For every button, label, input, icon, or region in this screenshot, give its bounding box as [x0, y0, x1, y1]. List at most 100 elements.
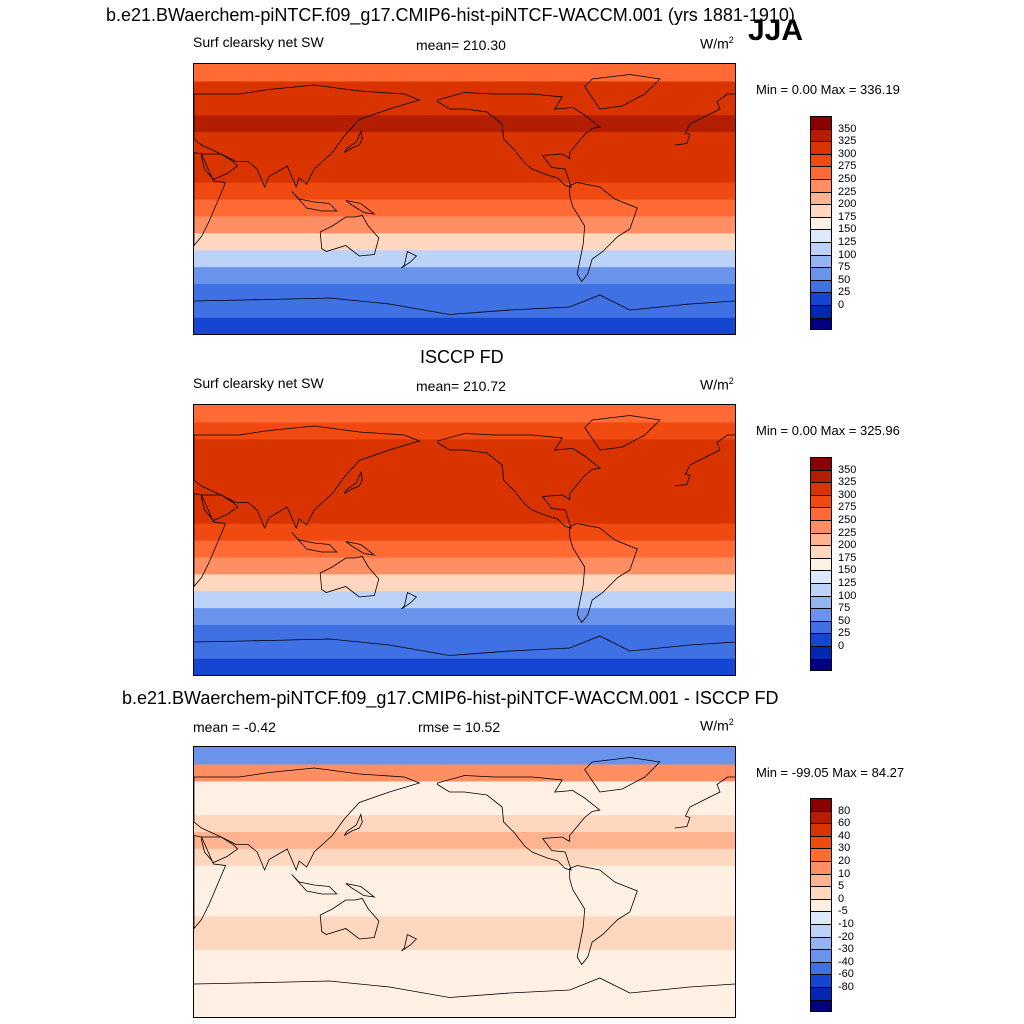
colorbar-segment: [810, 254, 832, 268]
colorbar-tick-label: -30: [838, 943, 854, 956]
colorbar-segment: [810, 570, 832, 583]
field-band: [194, 848, 735, 866]
colorbar-segment: [810, 798, 832, 811]
field-band: [194, 949, 735, 967]
colorbar-tick-label: 300: [838, 488, 857, 501]
colorbar-tick-label: -40: [838, 955, 854, 968]
colorbar-tick-label: 100: [838, 589, 857, 602]
field-band: [194, 80, 735, 99]
panel2-minmax: Min = 0.00 Max = 325.96: [756, 423, 900, 438]
field-band: [194, 831, 735, 849]
coastline: [584, 74, 661, 110]
field-band: [194, 148, 735, 166]
colorbar-segment: [810, 242, 832, 255]
field-band: [194, 523, 735, 541]
coastline: [401, 591, 418, 610]
colorbar-segment: [810, 658, 832, 672]
field-band: [194, 165, 735, 183]
colorbar-tick-label: 5: [838, 880, 845, 893]
colorbar-tick-label: 325: [838, 476, 857, 489]
colorbar-segment: [810, 924, 832, 937]
field-band: [194, 814, 735, 832]
colorbar-segment: [810, 216, 832, 230]
field-band: [194, 182, 735, 200]
colorbar-segment: [810, 267, 832, 280]
colorbar-segment: [810, 545, 832, 558]
colorbar-segment: [810, 128, 832, 142]
field-band: [194, 641, 735, 659]
colorbar-tick-label: 150: [838, 223, 857, 236]
colorbar-segment: [810, 949, 832, 962]
coastline: [345, 883, 376, 898]
coastline: [584, 415, 661, 451]
field-band: [194, 1000, 735, 1017]
panel2-colorbar: 350 325 300 275 250 225 200 175 150 125 100 75 50 25 0: [810, 457, 880, 672]
colorbar-tick-label: 350: [838, 463, 857, 476]
colorbar-tick-label: 25: [838, 627, 851, 640]
field-band: [194, 658, 735, 675]
colorbar-segment: [810, 848, 832, 861]
colorbar-segment: [810, 608, 832, 621]
field-band: [194, 455, 735, 474]
coastline: [343, 471, 363, 494]
field-band: [194, 624, 735, 642]
colorbar-tick-label: -20: [838, 930, 854, 943]
field-band: [194, 780, 735, 799]
field-band: [194, 232, 735, 251]
coastline: [437, 775, 601, 871]
colorbar-border: [810, 798, 832, 1013]
field-band: [194, 573, 735, 592]
colorbar-tick-label: 200: [838, 539, 857, 552]
coastline: [437, 433, 601, 529]
colorbar-tick-label: -5: [838, 905, 848, 918]
field-band: [194, 97, 735, 116]
colorbar-tick-label: 60: [838, 817, 851, 830]
field-band: [194, 472, 735, 490]
coastline: [194, 767, 421, 872]
colorbar-segment: [810, 823, 832, 836]
field-band: [194, 932, 735, 951]
coastline: [291, 532, 338, 553]
colorbar-tick-label: 175: [838, 551, 857, 564]
field-band: [194, 489, 735, 507]
colorbar-segment: [810, 974, 832, 987]
colorbar-segment: [810, 141, 832, 154]
colorbar-tick-label: 40: [838, 829, 851, 842]
colorbar-segment: [810, 898, 832, 912]
colorbar-segment: [810, 191, 832, 205]
panel1-minmax: Min = 0.00 Max = 336.19: [756, 82, 900, 97]
coastline: [401, 250, 418, 269]
colorbar-tick-label: 275: [838, 501, 857, 514]
panel2-map-svg: [194, 405, 735, 675]
panel3-map: [193, 746, 736, 1018]
colorbar-segment: [810, 229, 832, 242]
colorbar-segment: [810, 166, 832, 179]
panel2-title: ISCCP FD: [420, 347, 504, 367]
panel3-mean-label: mean = -0.42: [193, 719, 276, 735]
coastline: [674, 776, 735, 829]
coastline: [291, 874, 338, 895]
panel1-mean-label: mean= 210.30: [416, 37, 506, 53]
coastline: [201, 153, 239, 180]
colorbar-tick-label: 25: [838, 286, 851, 299]
panel2-map: [193, 404, 736, 676]
colorbar-tick-label: 30: [838, 842, 851, 855]
field-band: [194, 438, 735, 457]
colorbar-segment: [810, 507, 832, 520]
colorbar-tick-label: 125: [838, 236, 857, 248]
coastline: [343, 813, 363, 836]
coastline: [194, 977, 735, 998]
coastline: [194, 635, 735, 656]
colorbar-segment: [810, 999, 832, 1013]
colorbar-segment: [810, 835, 832, 849]
colorbar-segment: [810, 961, 832, 975]
field-band: [194, 249, 735, 268]
colorbar-tick-label: 10: [838, 867, 851, 880]
colorbar-segment: [810, 317, 832, 331]
field-band: [194, 797, 735, 816]
colorbar-tick-label: 125: [838, 577, 857, 589]
field-band: [194, 556, 735, 575]
colorbar-segment: [810, 987, 832, 1000]
colorbar-tick-label: 225: [838, 526, 857, 539]
colorbar-tick-label: 225: [838, 185, 857, 198]
